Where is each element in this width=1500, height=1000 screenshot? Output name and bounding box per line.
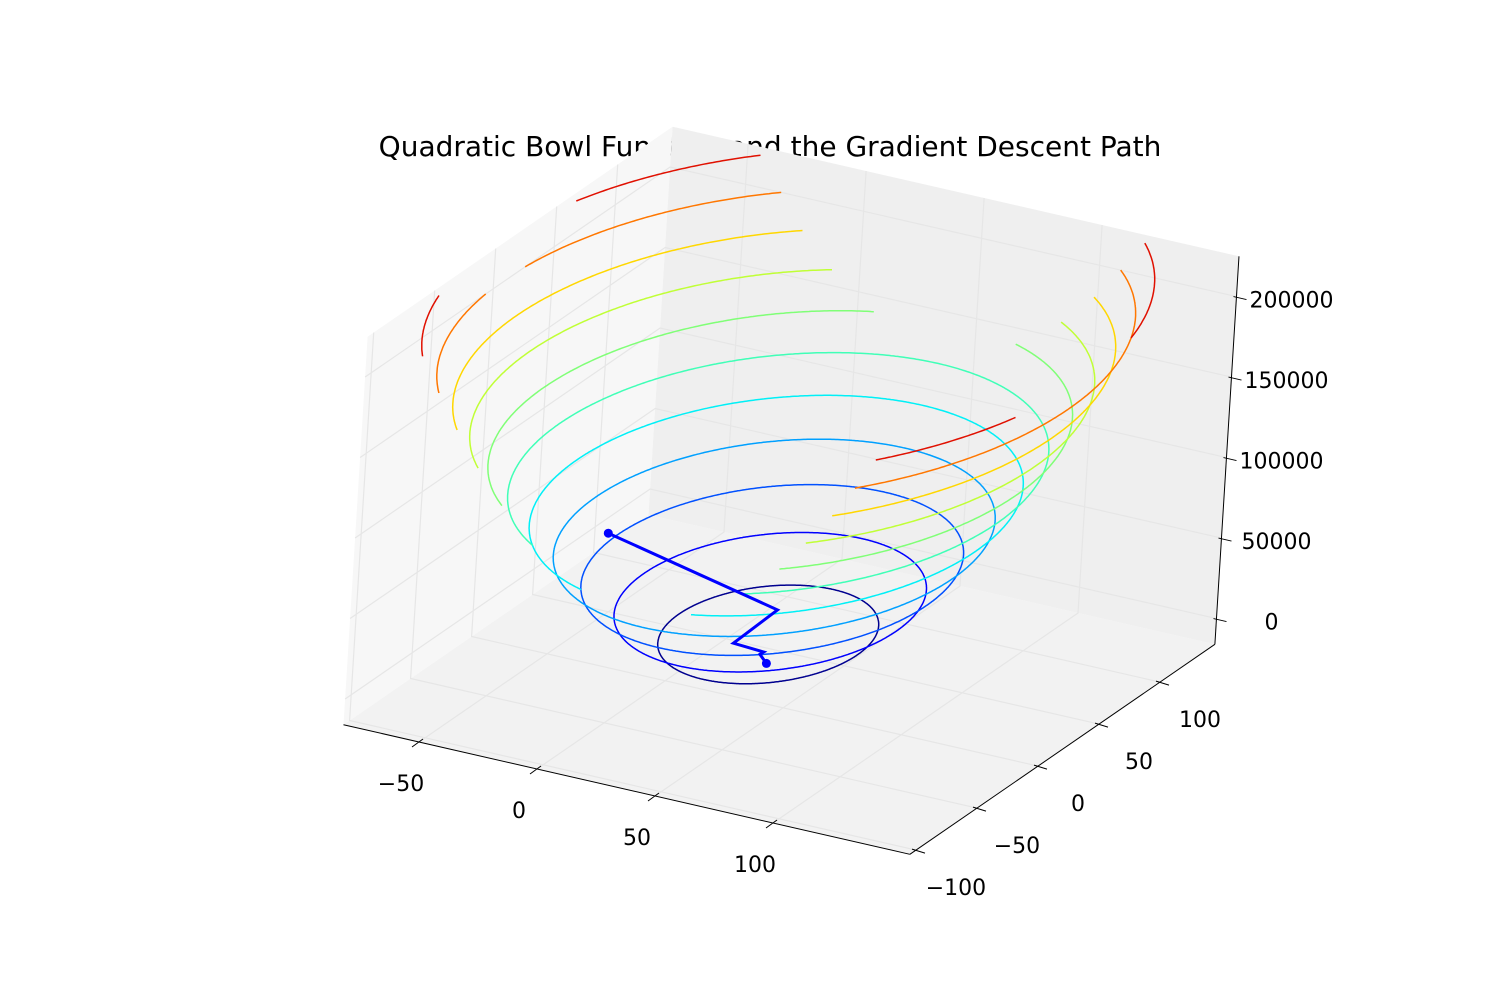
x-tick [647,792,660,802]
grid-line [344,488,1217,700]
path-endpoint [761,658,771,668]
y-tick-label: 50 [1125,750,1153,775]
y-tick [911,848,926,854]
z-tick-label: 50000 [1241,530,1311,555]
y-tick-label: 100 [1179,708,1221,733]
z-tick [1213,618,1227,623]
grid-line [531,206,1100,725]
y-tick-label: 0 [1071,792,1085,817]
y-tick [972,806,987,812]
descent-path [607,531,781,665]
grid-line [409,290,978,809]
y-tick [1094,722,1109,728]
contour-line [552,438,996,638]
z-tick [1228,376,1242,381]
back-pane [648,126,1239,645]
x-tick-label: 0 [512,799,526,824]
z-tick [1218,537,1232,542]
y-axis [909,643,1216,855]
z-tick-label: 100000 [1239,450,1323,475]
contour-line [468,268,1096,544]
path-endpoint [603,528,613,538]
contour-line [487,309,1074,570]
grid-line [772,224,1103,824]
grid-line [654,197,985,797]
grid-line [470,248,1039,767]
x-tick-label: 100 [734,853,776,878]
grid-line [349,407,1222,619]
grid-line [348,332,917,851]
contour-line [528,394,1025,617]
x-tick [765,819,778,829]
grid-line [364,166,1237,378]
x-tick-label: 50 [623,826,651,851]
grid-line [418,143,749,743]
contour-line [656,584,880,685]
y-tick-label: −100 [926,876,986,901]
grid-line [359,246,1232,458]
contour-line [421,154,1156,461]
y-tick [1155,680,1170,686]
z-tick [1233,296,1247,301]
x-axis [343,724,910,855]
z-tick [1223,457,1237,462]
x-tick [411,738,424,748]
z-tick-label: 0 [1264,611,1278,636]
grid-line [354,327,1227,539]
z-tick-label: 200000 [1249,289,1333,314]
z-axis [1214,256,1240,645]
contour-line [580,483,965,657]
contour-line [613,531,928,673]
y-tick [1033,764,1048,770]
y-tick-label: −50 [994,834,1040,859]
grid-line [536,170,867,770]
contour-line [436,191,1137,489]
grid-line [592,164,1161,683]
x-tick-label: −50 [378,772,424,797]
contour-line [451,229,1117,517]
z-tick-label: 150000 [1244,369,1328,394]
x-tick [529,765,542,775]
